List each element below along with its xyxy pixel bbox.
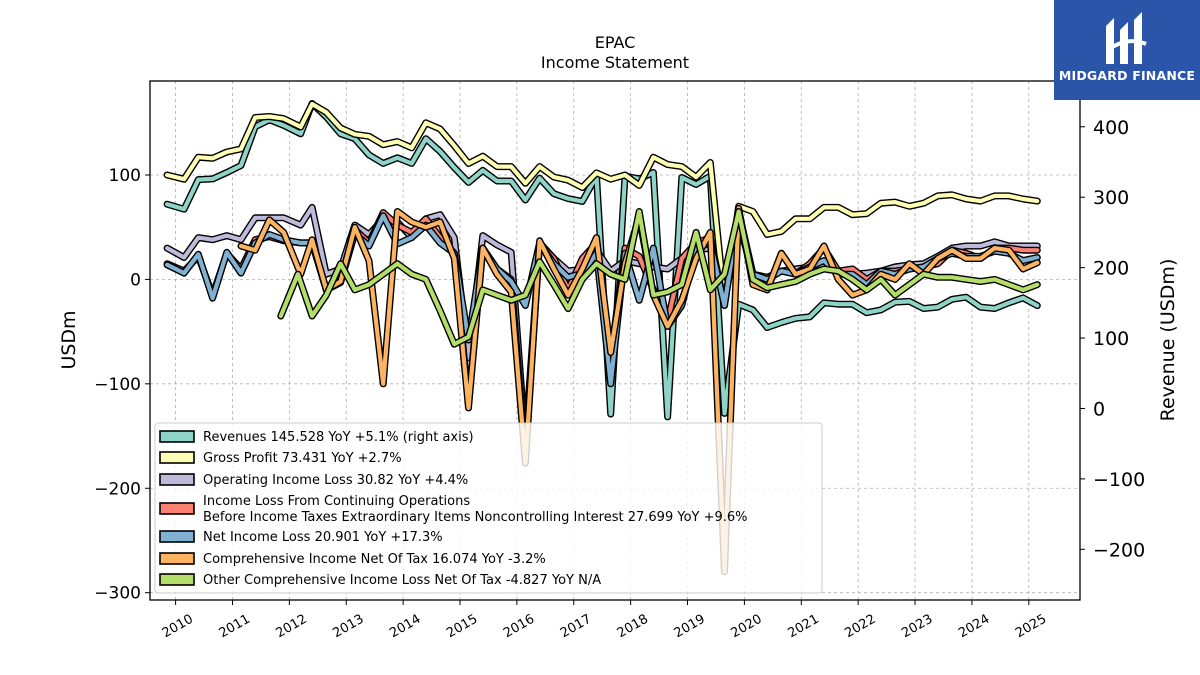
legend-swatch xyxy=(159,430,195,443)
x-tick-label: 2023 xyxy=(899,612,935,642)
legend-entry-gross-profit: Gross Profit 73.431 YoY +2.7% xyxy=(203,451,402,466)
x-tick-label: 2016 xyxy=(501,612,537,642)
y-tick-label-left: −300 xyxy=(94,584,141,604)
legend-entry-other-comprehensive-income: Other Comprehensive Income Loss Net Of T… xyxy=(203,573,601,588)
x-tick-label: 2017 xyxy=(558,612,594,642)
x-tick-label: 2025 xyxy=(1013,612,1049,642)
y-tick-label-left: 100 xyxy=(109,166,141,186)
y-axis-label-right: Revenue (USDm) xyxy=(1157,259,1179,422)
y-tick-label-left: −200 xyxy=(94,479,141,499)
x-tick-label: 2021 xyxy=(785,612,821,642)
y-tick-label-right: −200 xyxy=(1093,539,1145,561)
x-axis-ticks: 2010 2011 2012 2013 2014 2015 2016 2017 2018 2019… xyxy=(160,600,1049,641)
x-tick-label: 2024 xyxy=(956,612,992,642)
y-tick-label-right: 300 xyxy=(1093,187,1129,209)
x-tick-label: 2013 xyxy=(330,612,366,642)
x-tick-label: 2019 xyxy=(672,612,708,642)
x-tick-label: 2018 xyxy=(615,612,651,642)
legend: Revenues 145.528 YoY +5.1% (right axis) … xyxy=(154,422,823,594)
legend-entry-pretax-income-line2: Before Income Taxes Extraordinary Items … xyxy=(203,510,748,525)
brand-name: MIDGARD FINANCE xyxy=(1058,68,1196,83)
chart-subtitle: Income Statement xyxy=(541,53,689,72)
y-tick-label-left: −100 xyxy=(94,375,141,395)
y-tick-label-right: 200 xyxy=(1093,258,1129,280)
legend-swatch xyxy=(159,451,195,464)
legend-entry-pretax-income-line1: Income Loss From Continuing Operations xyxy=(203,494,470,509)
right-axis-ticks: 400 300 200 100 0 −100 −200 xyxy=(1080,117,1145,561)
x-tick-label: 2011 xyxy=(217,612,253,642)
legend-swatch xyxy=(159,573,195,586)
brand-logo: MIDGARD FINANCE xyxy=(1054,0,1200,100)
legend-entry-operating-income: Operating Income Loss 30.82 YoY +4.4% xyxy=(203,473,468,488)
series-line-other-comprehensive-income-loss-net-of-t xyxy=(278,209,1040,347)
legend-swatch xyxy=(159,530,195,543)
left-axis-ticks: 100 0 −100 −200 −300 xyxy=(94,166,150,604)
y-tick-label-right: −100 xyxy=(1093,469,1145,491)
x-tick-label: 2010 xyxy=(160,612,196,642)
legend-swatch xyxy=(159,473,195,486)
midgard-logo-icon xyxy=(1106,12,1147,64)
y-axis-label-left: USDm xyxy=(58,310,80,369)
chart-title: EPAC xyxy=(595,33,636,52)
y-tick-label-right: 100 xyxy=(1093,328,1129,350)
legend-box xyxy=(154,422,823,594)
x-tick-label: 2012 xyxy=(274,612,310,642)
y-tick-label-left: 0 xyxy=(130,270,141,290)
x-tick-label: 2022 xyxy=(842,612,878,642)
x-tick-label: 2015 xyxy=(444,612,480,642)
legend-swatch xyxy=(159,552,195,565)
legend-swatch xyxy=(159,502,195,515)
series-line-gross-profit xyxy=(165,101,1040,305)
legend-entry-revenues: Revenues 145.528 YoY +5.1% (right axis) xyxy=(203,430,474,445)
plot-frame xyxy=(149,80,1081,601)
series-lines xyxy=(163,100,1041,576)
y-tick-label-right: 400 xyxy=(1093,117,1129,139)
y-tick-label-right: 0 xyxy=(1093,398,1105,420)
legend-entry-net-income: Net Income Loss 20.901 YoY +17.3% xyxy=(203,530,443,545)
x-tick-label: 2014 xyxy=(387,612,423,642)
x-tick-label: 2020 xyxy=(729,612,765,642)
legend-entry-comprehensive-income: Comprehensive Income Net Of Tax 16.074 Y… xyxy=(203,552,546,567)
